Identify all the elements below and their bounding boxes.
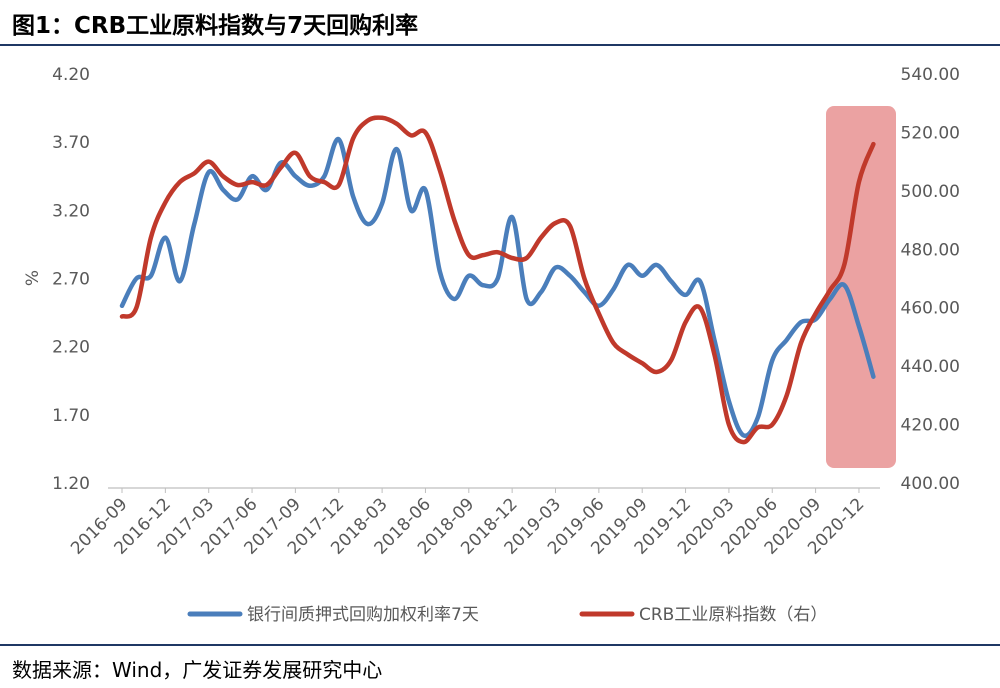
left-tick-label: 2.20 — [52, 338, 90, 358]
repo-rate-series-line — [119, 137, 876, 439]
right-tick-label: 500.00 — [901, 182, 960, 202]
right-tick-label: 520.00 — [901, 123, 960, 143]
chart-title: 图1：CRB工业原料指数与7天回购利率 — [12, 13, 419, 39]
right-tick-label: 440.00 — [901, 357, 960, 377]
left-tick-label: 2.70 — [52, 270, 90, 290]
y-axis-label: % — [23, 270, 43, 286]
left-axis: 4.20 3.70 3.20 2.70 2.20 1.70 1.20 — [52, 65, 90, 494]
right-tick-label: 460.00 — [901, 299, 960, 319]
chart: 4.20 3.70 3.20 2.70 2.20 1.70 1.20 540.00 520.0… — [23, 65, 960, 625]
header: 图1：CRB工业原料指数与7天回购利率 — [0, 0, 1000, 46]
right-tick-label: 400.00 — [901, 474, 960, 494]
legend: 银行间质押式回购加权利率7天 CRB工业原料指数（右） — [187, 605, 827, 625]
right-tick-label: 540.00 — [901, 65, 960, 85]
right-tick-label: 420.00 — [901, 416, 960, 436]
right-tick-label: 480.00 — [901, 240, 960, 260]
left-tick-label: 4.20 — [52, 65, 90, 85]
crb-index-series-line — [119, 115, 876, 445]
footer: 数据来源：Wind，广发证券发展研究中心 — [0, 644, 1000, 688]
plot-area — [119, 115, 876, 445]
left-tick-label: 3.70 — [52, 133, 90, 153]
data-source: 数据来源：Wind，广发证券发展研究中心 — [12, 658, 383, 682]
legend-label: CRB工业原料指数（右） — [639, 605, 827, 625]
left-tick-label: 3.20 — [52, 201, 90, 221]
legend-label: 银行间质押式回购加权利率7天 — [247, 605, 479, 625]
left-tick-label: 1.70 — [52, 406, 90, 426]
highlight-box — [826, 106, 896, 468]
right-axis: 540.00 520.00 500.00 480.00 460.00 440.00 420.… — [901, 65, 960, 494]
highlight-region — [826, 106, 896, 468]
left-tick-label: 1.20 — [52, 474, 90, 494]
y-axis-label-group: % — [23, 270, 43, 286]
x-axis: 2016-092016-122017-032017-062017-092017-… — [67, 487, 880, 559]
